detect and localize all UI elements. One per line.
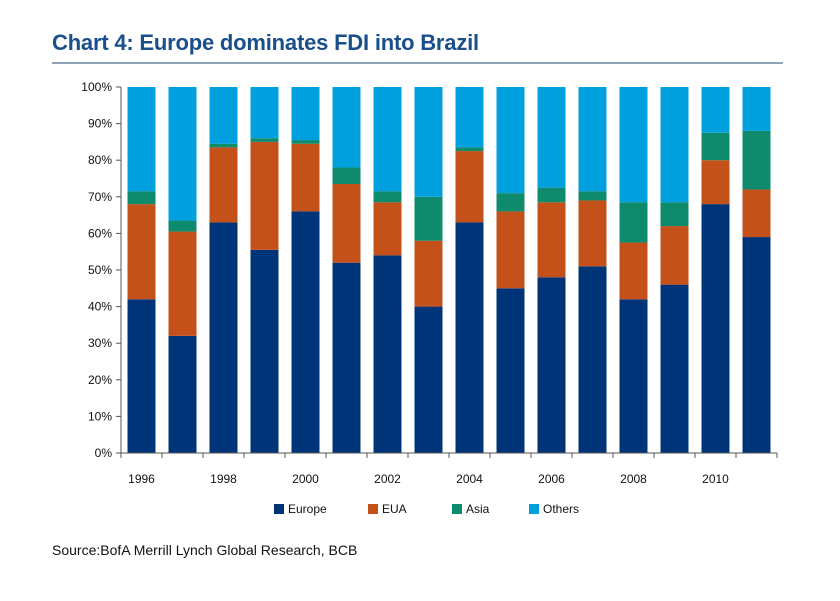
bar-asia-2002 bbox=[373, 191, 402, 203]
bar-asia-2008 bbox=[619, 202, 648, 243]
bar-others-1997 bbox=[168, 87, 197, 221]
bar-eua-2002 bbox=[373, 202, 402, 256]
x-tick-label-2002: 2002 bbox=[374, 472, 401, 486]
bar-asia-2011 bbox=[742, 130, 771, 190]
x-tick-label-1996: 1996 bbox=[128, 472, 155, 486]
y-tick-label: 0% bbox=[95, 446, 113, 460]
bar-europe-1996 bbox=[127, 299, 156, 453]
bar-eua-2003 bbox=[414, 240, 443, 307]
bar-eua-2009 bbox=[660, 226, 689, 285]
bar-asia-1999 bbox=[250, 138, 279, 142]
bar-asia-2001 bbox=[332, 167, 361, 184]
bar-europe-2007 bbox=[578, 266, 607, 453]
chart-title: Chart 4: Europe dominates FDI into Brazi… bbox=[52, 30, 479, 55]
bar-others-2011 bbox=[742, 87, 771, 131]
bar-eua-2004 bbox=[455, 151, 484, 223]
bar-asia-2006 bbox=[537, 187, 566, 203]
y-tick-label: 40% bbox=[88, 300, 112, 314]
bar-others-2007 bbox=[578, 87, 607, 192]
x-tick-label-2004: 2004 bbox=[456, 472, 483, 486]
y-tick-label: 70% bbox=[88, 190, 112, 204]
bar-eua-1998 bbox=[209, 147, 238, 223]
bar-eua-2000 bbox=[291, 143, 320, 212]
bar-asia-1996 bbox=[127, 191, 156, 205]
bar-asia-2000 bbox=[291, 140, 320, 144]
bar-asia-2005 bbox=[496, 193, 525, 212]
title-underline bbox=[52, 62, 783, 64]
y-tick-label: 20% bbox=[88, 373, 112, 387]
bar-others-2010 bbox=[701, 87, 730, 133]
y-tick-label: 30% bbox=[88, 336, 112, 350]
bar-eua-2005 bbox=[496, 211, 525, 289]
bar-asia-2003 bbox=[414, 196, 443, 241]
legend-label-europe: Europe bbox=[288, 502, 327, 516]
bar-europe-2006 bbox=[537, 277, 566, 453]
bar-europe-2000 bbox=[291, 211, 320, 453]
y-tick-label: 90% bbox=[88, 117, 112, 131]
bar-eua-2010 bbox=[701, 160, 730, 205]
bar-others-1998 bbox=[209, 87, 238, 144]
bar-asia-2007 bbox=[578, 191, 607, 201]
bar-eua-1997 bbox=[168, 231, 197, 336]
bar-others-1996 bbox=[127, 87, 156, 192]
x-tick-label-2010: 2010 bbox=[702, 472, 729, 486]
bar-europe-1998 bbox=[209, 222, 238, 453]
bar-eua-1999 bbox=[250, 141, 279, 250]
x-tick-label-2000: 2000 bbox=[292, 472, 319, 486]
bar-asia-1998 bbox=[209, 143, 238, 148]
bar-eua-2001 bbox=[332, 183, 361, 263]
bar-europe-2001 bbox=[332, 262, 361, 453]
legend-label-eua: EUA bbox=[382, 502, 407, 516]
bar-others-2003 bbox=[414, 87, 443, 197]
bar-others-2000 bbox=[291, 87, 320, 141]
y-tick-label: 100% bbox=[81, 80, 112, 94]
legend-swatch-others bbox=[529, 504, 539, 514]
legend-swatch-eua bbox=[368, 504, 378, 514]
bar-asia-2009 bbox=[660, 202, 689, 227]
x-tick-label-2006: 2006 bbox=[538, 472, 565, 486]
bar-others-1999 bbox=[250, 87, 279, 139]
legend-label-asia: Asia bbox=[466, 502, 490, 516]
legend-swatch-europe bbox=[274, 504, 284, 514]
bar-europe-2009 bbox=[660, 284, 689, 453]
bar-europe-2011 bbox=[742, 237, 771, 453]
bar-europe-1997 bbox=[168, 335, 197, 453]
x-tick-label-2008: 2008 bbox=[620, 472, 647, 486]
y-tick-label: 10% bbox=[88, 409, 112, 423]
bar-others-2004 bbox=[455, 87, 484, 148]
bar-others-2005 bbox=[496, 87, 525, 194]
bar-europe-2010 bbox=[701, 204, 730, 453]
bar-others-2008 bbox=[619, 87, 648, 203]
bar-eua-2011 bbox=[742, 189, 771, 238]
y-tick-label: 50% bbox=[88, 263, 112, 277]
source-note: Source:BofA Merrill Lynch Global Researc… bbox=[52, 542, 358, 558]
y-tick-label: 60% bbox=[88, 226, 112, 240]
bar-europe-1999 bbox=[250, 249, 279, 453]
bar-asia-2010 bbox=[701, 132, 730, 161]
bar-asia-1997 bbox=[168, 220, 197, 232]
bar-others-2006 bbox=[537, 87, 566, 188]
legend-label-others: Others bbox=[543, 502, 579, 516]
bar-europe-2002 bbox=[373, 255, 402, 453]
bar-eua-1996 bbox=[127, 204, 156, 300]
bar-europe-2004 bbox=[455, 222, 484, 453]
y-tick-label: 80% bbox=[88, 153, 112, 167]
legend-swatch-asia bbox=[452, 504, 462, 514]
x-tick-label-1998: 1998 bbox=[210, 472, 237, 486]
bar-eua-2008 bbox=[619, 242, 648, 300]
bar-others-2009 bbox=[660, 87, 689, 203]
bar-europe-2008 bbox=[619, 299, 648, 453]
bar-eua-2006 bbox=[537, 202, 566, 278]
bar-europe-2003 bbox=[414, 306, 443, 453]
bar-europe-2005 bbox=[496, 288, 525, 453]
bar-eua-2007 bbox=[578, 200, 607, 267]
bar-others-2002 bbox=[373, 87, 402, 192]
bar-asia-2004 bbox=[455, 147, 484, 152]
bar-others-2001 bbox=[332, 87, 361, 168]
